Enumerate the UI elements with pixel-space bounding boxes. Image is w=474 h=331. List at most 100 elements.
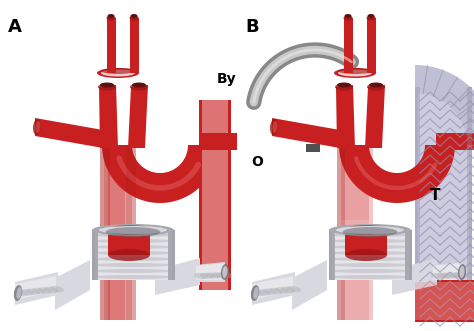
- Polygon shape: [195, 262, 225, 282]
- Polygon shape: [336, 85, 355, 148]
- Polygon shape: [436, 133, 465, 150]
- Polygon shape: [337, 220, 373, 320]
- Polygon shape: [100, 230, 102, 280]
- Polygon shape: [100, 145, 136, 320]
- Polygon shape: [130, 18, 139, 73]
- Ellipse shape: [50, 286, 64, 292]
- Polygon shape: [172, 230, 174, 280]
- Polygon shape: [92, 230, 98, 280]
- Polygon shape: [92, 230, 175, 280]
- Polygon shape: [415, 282, 474, 320]
- Polygon shape: [155, 258, 200, 295]
- Polygon shape: [436, 100, 468, 290]
- Polygon shape: [329, 230, 335, 280]
- Ellipse shape: [129, 16, 138, 21]
- Ellipse shape: [329, 251, 411, 255]
- Ellipse shape: [44, 287, 58, 293]
- Polygon shape: [168, 230, 170, 280]
- Ellipse shape: [92, 251, 174, 255]
- Ellipse shape: [251, 285, 259, 301]
- Ellipse shape: [108, 14, 115, 18]
- Ellipse shape: [281, 287, 295, 293]
- Ellipse shape: [367, 14, 374, 18]
- Text: By: By: [217, 72, 237, 86]
- Polygon shape: [467, 87, 472, 322]
- Ellipse shape: [367, 83, 385, 90]
- Ellipse shape: [459, 266, 465, 278]
- Polygon shape: [339, 145, 455, 203]
- Ellipse shape: [329, 239, 411, 243]
- Polygon shape: [140, 230, 142, 280]
- Polygon shape: [126, 145, 136, 320]
- Polygon shape: [120, 230, 122, 280]
- Ellipse shape: [92, 275, 174, 279]
- Ellipse shape: [338, 68, 372, 74]
- Polygon shape: [136, 230, 138, 280]
- Ellipse shape: [366, 16, 375, 21]
- Ellipse shape: [369, 82, 383, 87]
- Ellipse shape: [335, 83, 353, 90]
- Ellipse shape: [218, 272, 232, 278]
- Polygon shape: [345, 225, 387, 255]
- Polygon shape: [108, 145, 125, 320]
- Ellipse shape: [257, 289, 271, 296]
- Text: B: B: [245, 18, 259, 36]
- Polygon shape: [367, 18, 376, 73]
- Ellipse shape: [14, 285, 22, 301]
- Polygon shape: [108, 230, 110, 280]
- Ellipse shape: [345, 14, 352, 18]
- Polygon shape: [415, 87, 420, 322]
- Ellipse shape: [108, 249, 150, 261]
- Polygon shape: [96, 230, 98, 280]
- Ellipse shape: [329, 245, 411, 249]
- Text: T: T: [430, 187, 440, 203]
- Ellipse shape: [275, 287, 289, 294]
- Ellipse shape: [443, 272, 457, 279]
- Ellipse shape: [106, 227, 161, 237]
- Polygon shape: [102, 145, 218, 203]
- Polygon shape: [433, 263, 461, 280]
- Polygon shape: [202, 100, 228, 290]
- Polygon shape: [107, 18, 116, 73]
- Ellipse shape: [337, 82, 351, 87]
- Ellipse shape: [343, 227, 398, 237]
- Polygon shape: [15, 272, 58, 305]
- Polygon shape: [252, 272, 295, 305]
- Ellipse shape: [329, 269, 411, 273]
- Ellipse shape: [329, 233, 411, 237]
- Ellipse shape: [437, 273, 451, 279]
- Ellipse shape: [92, 257, 174, 261]
- Polygon shape: [156, 230, 158, 280]
- Ellipse shape: [14, 290, 28, 296]
- Ellipse shape: [221, 264, 229, 280]
- Ellipse shape: [449, 272, 463, 278]
- Ellipse shape: [38, 287, 52, 294]
- Ellipse shape: [206, 272, 220, 279]
- Polygon shape: [168, 230, 175, 280]
- Ellipse shape: [26, 289, 40, 295]
- Ellipse shape: [273, 121, 278, 133]
- Polygon shape: [306, 144, 320, 152]
- Ellipse shape: [336, 226, 404, 234]
- Ellipse shape: [98, 83, 116, 90]
- Polygon shape: [337, 145, 345, 320]
- Ellipse shape: [270, 119, 278, 135]
- Polygon shape: [35, 118, 103, 148]
- Polygon shape: [144, 230, 146, 280]
- Ellipse shape: [263, 289, 277, 295]
- Polygon shape: [95, 230, 172, 280]
- Ellipse shape: [36, 121, 41, 133]
- Ellipse shape: [92, 245, 174, 249]
- Ellipse shape: [194, 273, 208, 279]
- Ellipse shape: [200, 273, 214, 279]
- Ellipse shape: [329, 224, 411, 236]
- Ellipse shape: [334, 68, 376, 78]
- Ellipse shape: [101, 68, 135, 74]
- Polygon shape: [392, 258, 437, 295]
- Polygon shape: [252, 276, 293, 300]
- Ellipse shape: [92, 239, 174, 243]
- Polygon shape: [405, 230, 412, 280]
- Polygon shape: [100, 145, 110, 320]
- Ellipse shape: [92, 263, 174, 267]
- Ellipse shape: [455, 272, 469, 278]
